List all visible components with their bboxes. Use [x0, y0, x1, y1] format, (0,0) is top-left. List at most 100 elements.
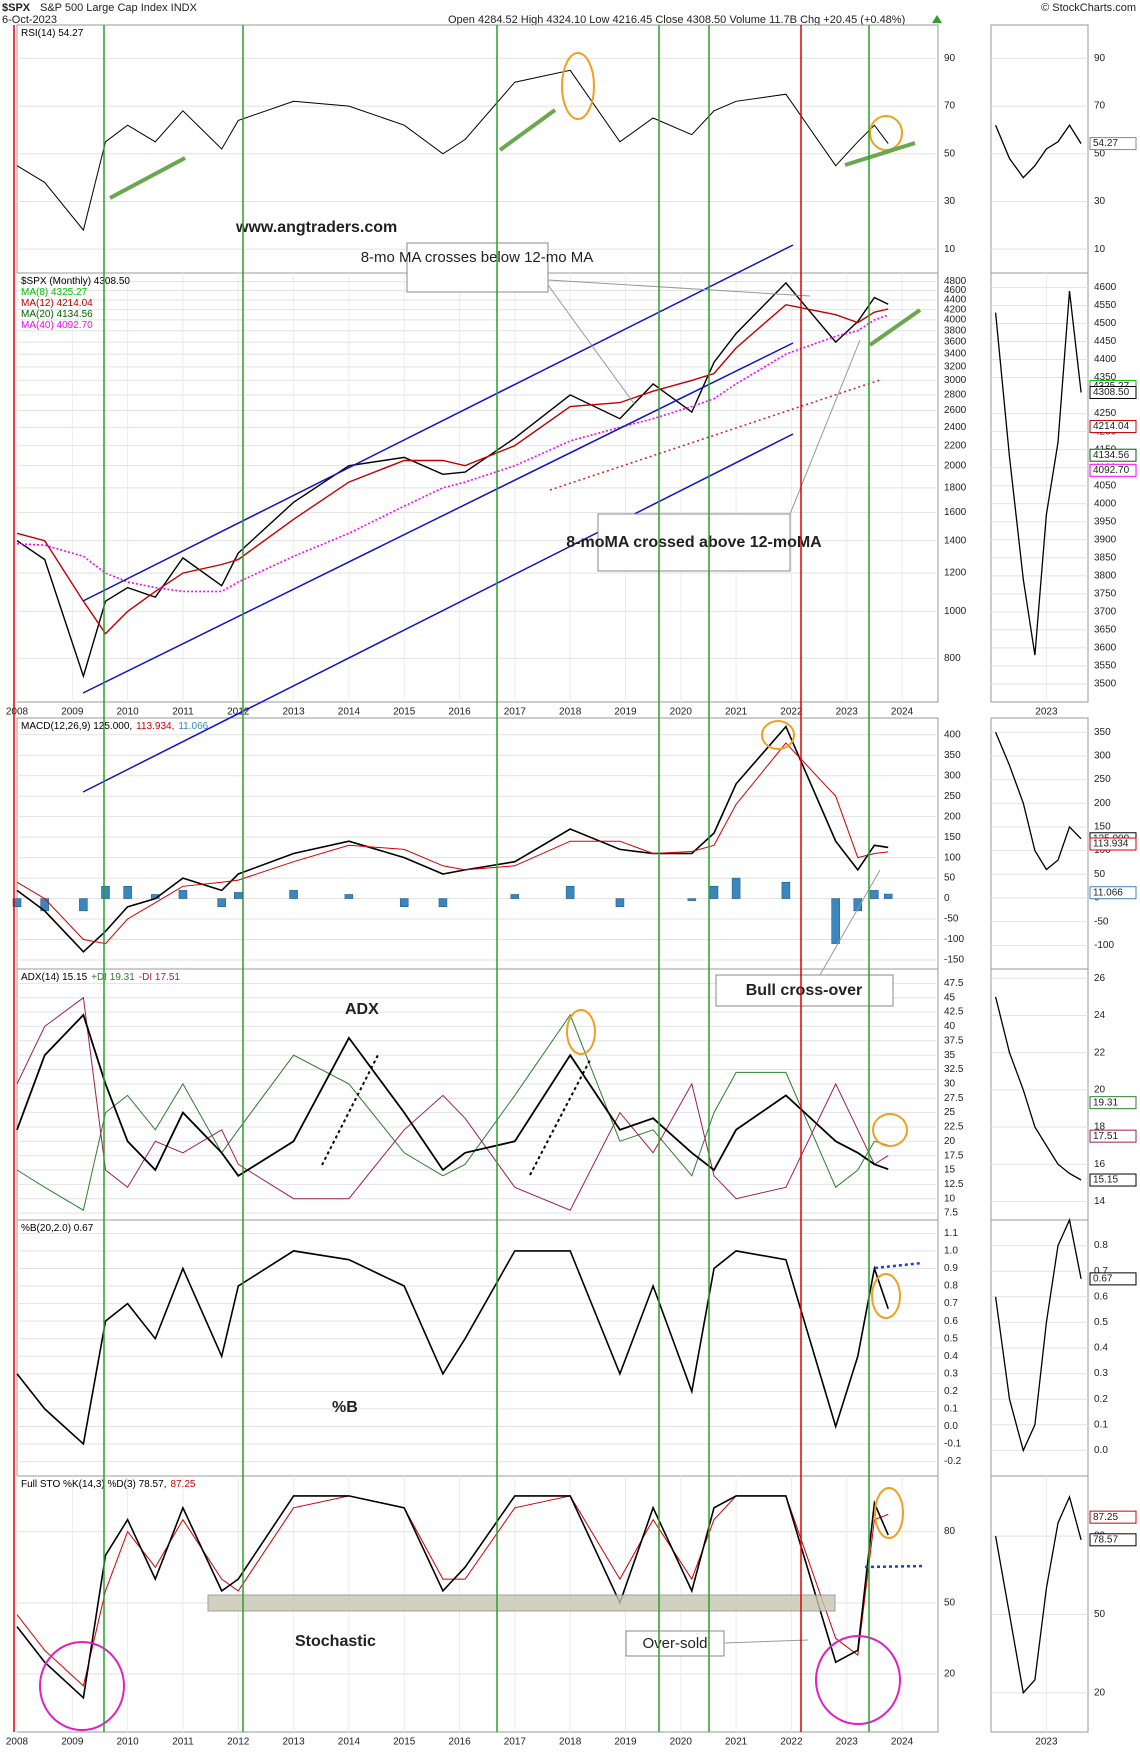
- y-tick-label: 70: [1094, 101, 1106, 112]
- pointer: [547, 279, 811, 297]
- value-tag-label: 4308.50: [1093, 387, 1130, 398]
- highlight-circle: [874, 1487, 904, 1539]
- trend-arrow: [109, 156, 186, 200]
- y-tick-label: 32.5: [944, 1064, 964, 1075]
- legend-text: RSI(14) 54.27: [21, 28, 84, 39]
- x-tick-label: 2011: [172, 1737, 194, 1748]
- y-tick-label: 4350: [1094, 372, 1117, 383]
- note: %B: [332, 1399, 358, 1416]
- x-tick-label: 2012: [227, 707, 250, 718]
- legend-entry: MA(8) 4325.27: [21, 287, 88, 298]
- series-line: [994, 1217, 1082, 1453]
- histogram-bar: [731, 877, 741, 899]
- legend-text: MA(20) 4134.56: [21, 309, 93, 320]
- y-tick-label: 0.1: [1094, 1419, 1108, 1430]
- legend-text: $SPX (Monthly) 4308.50: [21, 276, 130, 287]
- channel-line: [82, 433, 794, 793]
- y-tick-label: 0.0: [944, 1421, 958, 1432]
- up-triangle: [932, 15, 942, 23]
- y-tick-label: 24: [1094, 1010, 1106, 1021]
- x-tick-label: 2023: [1035, 707, 1058, 718]
- y-tick-label: 50: [944, 873, 956, 884]
- x-tick-label: 2015: [393, 1737, 416, 1748]
- marks-layer: 10 30 50 70 90 RSI(14) 54.27 10 30 50 70 90 54.27 80…: [6, 28, 1137, 1748]
- legend-text: %B(20,2.0) 0.67: [21, 1223, 94, 1234]
- histogram-bar: [178, 890, 188, 899]
- y-tick-label: 3550: [1094, 661, 1117, 672]
- value-tag-label: 54.27: [1093, 138, 1118, 149]
- y-tick-label: 22.5: [944, 1122, 964, 1133]
- value-tag: [1089, 1272, 1137, 1286]
- quote: Open 4284.52 High 4324.10 Low 4216.45 Cl…: [448, 14, 905, 26]
- y-tick-label: 18: [1094, 1122, 1106, 1133]
- value-tag-label: 0.67: [1093, 1274, 1113, 1285]
- series-line: [16, 725, 889, 953]
- series-line: [16, 303, 889, 635]
- y-tick-label: 3600: [1094, 643, 1117, 654]
- y-tick-label: -100: [1094, 940, 1114, 951]
- y-tick-label: 4600: [1094, 282, 1117, 293]
- x-tick-label: 2017: [504, 707, 527, 718]
- x-tick-label: 2010: [117, 707, 140, 718]
- y-tick-label: 20: [1094, 1687, 1106, 1698]
- y-tick-label: 2800: [944, 390, 967, 401]
- y-tick-label: 35: [944, 1050, 956, 1061]
- y-tick-label: -150: [944, 955, 964, 966]
- histogram-bar: [438, 898, 448, 908]
- y-tick-label: 4250: [1094, 408, 1117, 419]
- y-tick-label: 20: [944, 1669, 956, 1680]
- y-tick-label: 20: [944, 1136, 956, 1147]
- x-tick-label: 2024: [891, 1737, 914, 1748]
- x-tick-label: 2023: [836, 707, 859, 718]
- callout-box: [406, 242, 549, 293]
- y-tick-label: 50: [944, 148, 956, 159]
- x-tick-label: 2021: [725, 1737, 748, 1748]
- y-tick-label: 4400: [944, 295, 967, 306]
- x-tick-label: 2023: [836, 1737, 859, 1748]
- x-tick-label: 2014: [338, 707, 361, 718]
- histogram-bar: [687, 898, 697, 901]
- panel: [16, 968, 939, 1221]
- x-tick-label: 2019: [614, 1737, 637, 1748]
- panel: [990, 968, 1089, 1221]
- legend-text: MA(8) 4325.27: [21, 287, 88, 298]
- y-tick-label: 1800: [944, 482, 967, 493]
- y-tick-label: 3900: [1094, 534, 1117, 545]
- legend-text: 11.066: [178, 721, 208, 732]
- y-tick-label: 50: [1094, 869, 1106, 880]
- y-tick-label: 0.5: [1094, 1317, 1108, 1328]
- x-tick-label: 2021: [725, 707, 748, 718]
- y-tick-label: 0.5: [944, 1333, 958, 1344]
- y-tick-label: 4500: [1094, 318, 1117, 329]
- y-tick-label: 22: [1094, 1047, 1106, 1058]
- x-tick-label: 2017: [504, 1737, 527, 1748]
- x-tick-label: 2018: [559, 707, 582, 718]
- histogram-bar: [12, 898, 22, 908]
- series-line: [16, 1013, 889, 1178]
- y-tick-label: 0.2: [944, 1386, 958, 1397]
- value-tag: [1089, 1510, 1137, 1524]
- y-tick-label: 3800: [944, 325, 967, 336]
- x-tick-label: 2016: [448, 707, 471, 718]
- x-tick-label: 2016: [448, 1737, 471, 1748]
- histogram-bar: [870, 890, 879, 899]
- y-tick-label: 200: [1094, 798, 1111, 809]
- value-tag-label: 87.25: [1093, 1512, 1118, 1523]
- histogram-bar: [399, 898, 409, 908]
- y-tick-label: 4050: [1094, 480, 1117, 491]
- legend-text: 113.934,: [136, 721, 174, 732]
- pointer: [723, 1639, 809, 1644]
- y-tick-label: 0.8: [944, 1281, 958, 1292]
- y-tick-label: 7.5: [944, 1208, 958, 1219]
- index-name: S&P 500 Large Cap Index INDX: [40, 2, 198, 14]
- highlight-circle: [566, 1009, 596, 1055]
- y-tick-label: 3750: [1094, 588, 1117, 599]
- y-tick-label: 3200: [944, 361, 967, 372]
- pointer: [547, 284, 636, 406]
- histogram-bar: [853, 898, 863, 912]
- support-band: [207, 1594, 836, 1612]
- value-tag: [1089, 1173, 1137, 1187]
- y-tick-label: 10: [944, 1193, 956, 1204]
- trend-arrow: [874, 1261, 923, 1270]
- series-line: [16, 314, 889, 593]
